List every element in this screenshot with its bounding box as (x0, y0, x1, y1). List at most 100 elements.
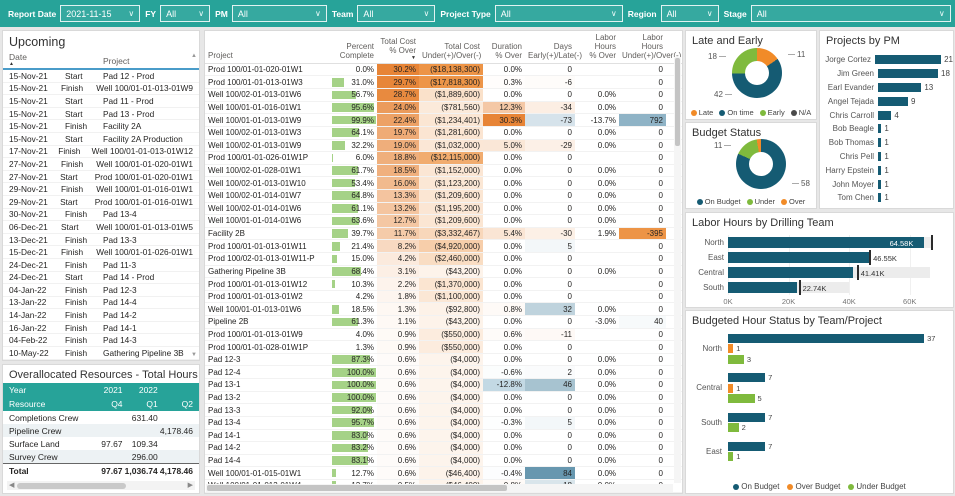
table-row[interactable]: Prod 100/01-01-013-01W1210.3%2.2%($1,370… (205, 278, 682, 291)
table-row[interactable]: Prod 100/01-01-026-01W1P6.0%18.8%($12,11… (205, 152, 682, 165)
scroll-right-icon[interactable]: ▶ (188, 481, 193, 490)
table-row[interactable]: Well 100/01-01-013-01W999.9%22.4%($1,234… (205, 114, 682, 127)
table-total-row[interactable]: Total97.671,036.744,178.46 (3, 463, 199, 477)
bar[interactable] (728, 394, 755, 403)
scrollbar-thumb[interactable] (207, 485, 507, 491)
filter-dropdown-team[interactable]: All∨ (357, 5, 435, 22)
filter-dropdown-stage[interactable]: All∨ (751, 5, 951, 22)
list-item[interactable]: 15-Nov-21StartFacility 2A Production (3, 133, 199, 146)
table-row[interactable]: Well 100/02-01-013-01W932.2%19.0%($1,032… (205, 140, 682, 153)
list-item[interactable]: 06-Dec-21StartWell 100/01-01-013-01W5 (3, 221, 199, 234)
upcoming-col-project[interactable]: Project (103, 56, 193, 66)
filter-dropdown-report-date[interactable]: 2021-11-15∨ (60, 5, 140, 22)
table-row[interactable]: Survey Crew296.00 (3, 450, 199, 463)
list-item[interactable]: 15-Dec-21FinishWell 100/01-01-026-01W1 (3, 246, 199, 259)
table-row[interactable]: Well 100/02-01-013-01W364.1%19.7%($1,281… (205, 127, 682, 140)
table-row[interactable]: Pad 13-2100.0%0.6%($4,000)0.0%00.0%0 (205, 392, 682, 405)
table-row[interactable]: Well 100/01-01-013-01W618.5%1.3%($92,800… (205, 303, 682, 316)
bar[interactable] (875, 55, 941, 64)
legend-item[interactable]: Early (760, 108, 785, 117)
project-table-vscrollbar[interactable] (674, 57, 681, 483)
budget-status-donut[interactable] (736, 139, 786, 189)
table-row[interactable]: Prod 100/01-01-013-01W331.0%29.7%($17,81… (205, 76, 682, 89)
list-item[interactable]: 13-Dec-21FinishPad 13-3 (3, 234, 199, 247)
scrollbar-thumb[interactable] (17, 483, 126, 489)
list-item[interactable]: 16-Jan-22FinishPad 14-1 (3, 322, 199, 335)
filter-dropdown-fy[interactable]: All∨ (160, 5, 210, 22)
column-header[interactable]: PercentComplete (331, 43, 377, 61)
list-item[interactable]: 04-Feb-22FinishPad 14-3 (3, 334, 199, 347)
legend-item[interactable]: On time (719, 108, 753, 117)
column-header[interactable]: Labor Hours% Over (575, 34, 619, 61)
bar[interactable] (878, 97, 908, 106)
bar[interactable] (728, 344, 733, 353)
table-row[interactable]: Completions Crew631.40 (3, 411, 199, 424)
table-row[interactable]: Prod 100/01-01-013-01W1121.4%8.2%($4,920… (205, 240, 682, 253)
column-header[interactable]: Labor HoursUnder(+)/Over(-) (619, 34, 666, 61)
list-item[interactable]: 17-May-22FinishWell 100/02-01-014-01W7 (3, 360, 199, 361)
list-item[interactable]: 04-Jan-22FinishPad 12-3 (3, 284, 199, 297)
list-item[interactable]: 15-Nov-21FinishWell 100/01-01-013-01W9 (3, 83, 199, 96)
table-row[interactable]: Prod 100/01-01-013-01W94.0%0.9%($550,000… (205, 329, 682, 342)
bar[interactable] (878, 111, 891, 120)
column-header[interactable]: Duration% Over (483, 43, 525, 61)
bar[interactable] (728, 334, 924, 343)
upcoming-scrollbar[interactable]: ▲▼ (190, 53, 198, 358)
list-item[interactable]: 27-Nov-21FinishWell 100/01-01-020-01W1 (3, 158, 199, 171)
bar[interactable] (878, 166, 881, 175)
list-item[interactable]: 10-May-22FinishGathering Pipeline 3B (3, 347, 199, 360)
project-table-hscrollbar[interactable] (206, 484, 673, 492)
filter-dropdown-region[interactable]: All∨ (661, 5, 719, 22)
table-row[interactable]: Pad 13-495.7%0.6%($4,000)-0.3%50.0%0 (205, 417, 682, 430)
table-row[interactable]: Well 100/01-01-014-01W663.6%12.7%($1,209… (205, 215, 682, 228)
scroll-left-icon[interactable]: ◀ (9, 481, 14, 490)
bar[interactable] (728, 384, 733, 393)
table-row[interactable]: Well 100/02-01-014-01W661.1%13.2%($1,195… (205, 203, 682, 216)
table-row[interactable]: Prod 100/01-01-020-01W10.0%30.2%($18,138… (205, 64, 682, 77)
table-row[interactable]: Prod 100/02-01-013-01W11-P15.0%4.2%($2,4… (205, 253, 682, 266)
overallocated-hscrollbar[interactable]: ◀ ▶ (7, 481, 195, 490)
list-item[interactable]: 17-Nov-21FinishWell 100/01-01-013-01W12 (3, 146, 199, 159)
bar[interactable] (878, 124, 881, 133)
table-row[interactable]: Surface Land97.67109.34 (3, 437, 199, 450)
table-row[interactable]: Pipeline Crew4,178.46 (3, 424, 199, 437)
list-item[interactable]: 24-Dec-21StartPad 14 - Prod (3, 272, 199, 285)
list-item[interactable]: 15-Nov-21StartPad 11 - Prod (3, 95, 199, 108)
list-item[interactable]: 29-Nov-21FinishWell 100/01-01-016-01W1 (3, 183, 199, 196)
legend-item[interactable]: Under (747, 197, 775, 206)
table-row[interactable]: Well 100/02-01-028-01W161.7%18.5%($1,152… (205, 165, 682, 178)
legend-item[interactable]: Late (691, 108, 714, 117)
column-header[interactable]: Total CostUnder(+)/Over(-) (419, 43, 483, 61)
bar[interactable] (728, 355, 744, 364)
table-row[interactable]: Well 100/01-01-016-01W195.6%24.0%($781,5… (205, 102, 682, 115)
table-row[interactable]: Pipeline 2B61.3%1.1%($43,200)0.0%0-3.0%4… (205, 316, 682, 329)
legend-item[interactable]: N/A (791, 108, 812, 117)
bar[interactable] (728, 282, 797, 293)
list-item[interactable]: 15-Nov-21StartPad 12 - Prod (3, 70, 199, 83)
column-header[interactable]: Total Cost% Over▼ (377, 38, 419, 61)
scroll-up-icon[interactable]: ▲ (191, 53, 197, 59)
table-row[interactable]: Well 100/02-01-014-01W764.8%13.3%($1,209… (205, 190, 682, 203)
bar[interactable] (878, 138, 881, 147)
table-row[interactable]: Pad 13-1100.0%0.6%($4,000)-12.8%460.0%0 (205, 379, 682, 392)
bar[interactable] (728, 452, 733, 461)
bar[interactable] (878, 180, 881, 189)
bar[interactable] (878, 152, 881, 161)
legend-item[interactable]: Under Budget (848, 482, 905, 491)
legend-item[interactable]: On Budget (733, 482, 779, 491)
table-row[interactable]: Pad 14-283.2%0.6%($4,000)0.0%00.0%0 (205, 442, 682, 455)
table-row[interactable]: Facility 2B39.7%11.7%($3,332,467)5.4%-30… (205, 228, 682, 241)
legend-item[interactable]: Over Budget (787, 482, 840, 491)
bar[interactable] (878, 193, 881, 202)
table-row[interactable]: Pad 13-392.0%0.6%($4,000)0.0%00.0%0 (205, 404, 682, 417)
table-row[interactable]: Pad 12-4100.0%0.6%($4,000)-0.6%20.0%0 (205, 366, 682, 379)
list-item[interactable]: 24-Dec-21FinishPad 11-3 (3, 259, 199, 272)
list-item[interactable]: 15-Nov-21StartPad 13 - Prod (3, 108, 199, 121)
bar[interactable] (878, 69, 938, 78)
list-item[interactable]: 30-Nov-21FinishPad 13-4 (3, 209, 199, 222)
table-row[interactable]: Prod 100/01-01-028-01W1P1.3%0.9%($550,00… (205, 341, 682, 354)
bar[interactable] (728, 267, 853, 278)
list-item[interactable]: 15-Nov-21FinishFacility 2A (3, 120, 199, 133)
bar[interactable] (728, 252, 869, 263)
scroll-down-icon[interactable]: ▼ (191, 352, 197, 358)
